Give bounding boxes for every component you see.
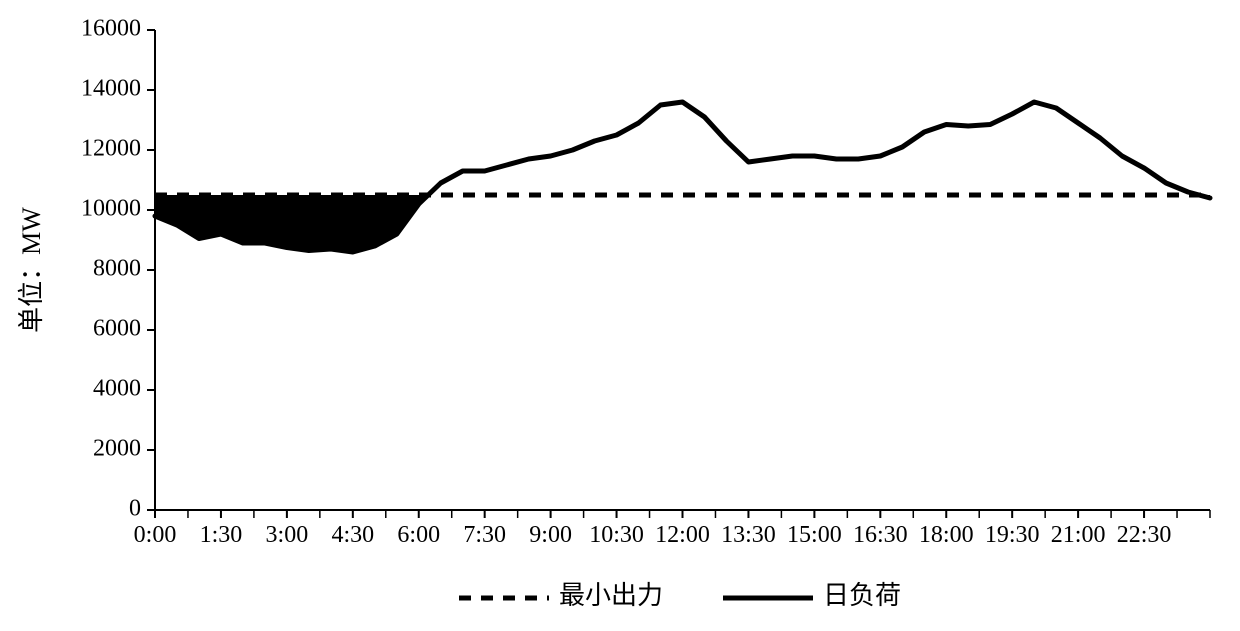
x-tick-label: 3:00 [266, 522, 309, 548]
x-tick-label: 12:00 [655, 522, 710, 548]
y-tick-label: 8000 [93, 256, 141, 282]
x-tick-label: 1:30 [200, 522, 243, 548]
y-tick-label: 16000 [81, 16, 141, 42]
legend-label: 日负荷 [823, 581, 901, 610]
x-tick-label: 22:30 [1117, 522, 1172, 548]
y-tick-label: 10000 [81, 196, 141, 222]
x-tick-label: 19:30 [985, 522, 1040, 548]
y-tick-label: 2000 [93, 436, 141, 462]
x-tick-label: 10:30 [589, 522, 644, 548]
x-tick-label: 7:30 [463, 522, 506, 548]
fill-below-min [155, 195, 428, 252]
x-tick-label: 15:00 [787, 522, 842, 548]
x-tick-label: 4:30 [331, 522, 374, 548]
x-tick-label: 9:00 [529, 522, 572, 548]
y-axis-label: 单位：MW [17, 207, 46, 333]
x-tick-label: 6:00 [397, 522, 440, 548]
load-chart: 0 2000 4000 6000 8000 10000 12000 14000 16000 0:0… [0, 0, 1240, 631]
y-tick-label: 4000 [93, 376, 141, 402]
y-tick-label: 12000 [81, 136, 141, 162]
y-tick-label: 0 [129, 496, 141, 522]
x-tick-label: 18:00 [919, 522, 974, 548]
x-tick-label: 16:30 [853, 522, 908, 548]
x-tick-label: 13:30 [721, 522, 776, 548]
x-tick-label: 21:00 [1051, 522, 1106, 548]
legend-label: 最小出力 [559, 581, 663, 610]
y-tick-label: 6000 [93, 316, 141, 342]
chart-container: 0 2000 4000 6000 8000 10000 12000 14000 16000 0:0… [0, 0, 1240, 631]
y-tick-label: 14000 [81, 76, 141, 102]
x-tick-label: 0:00 [134, 522, 177, 548]
